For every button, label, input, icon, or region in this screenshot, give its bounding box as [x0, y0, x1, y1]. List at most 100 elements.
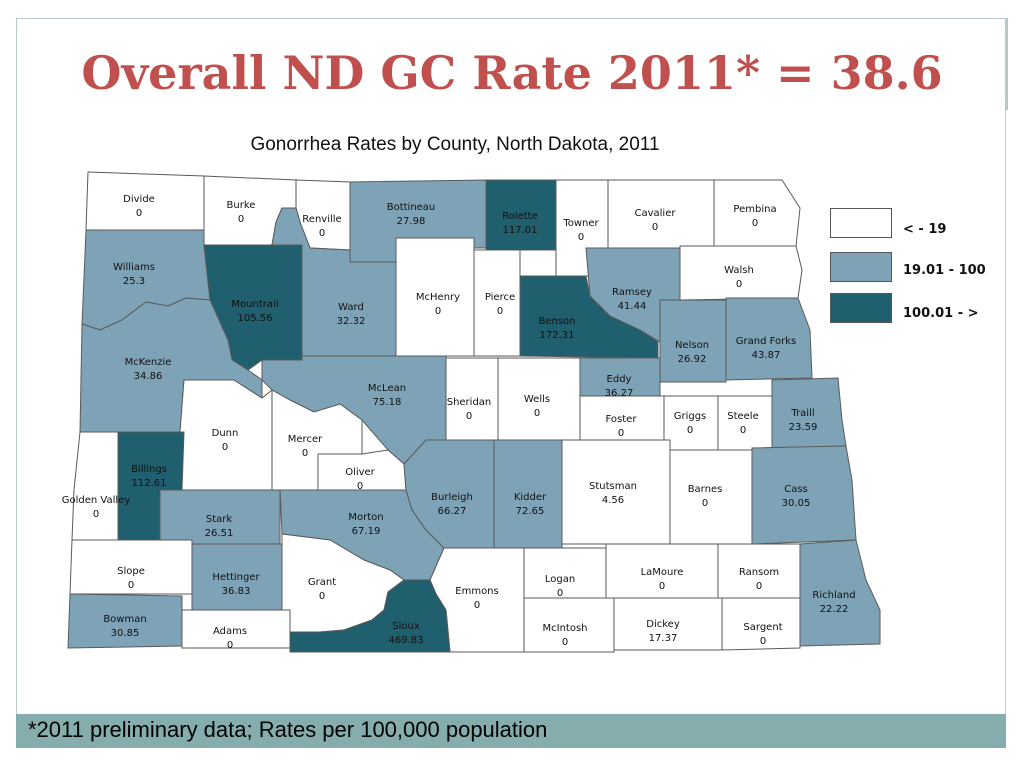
county-rate-label: 0 — [534, 408, 540, 419]
county-name-label: Pembina — [733, 204, 776, 215]
county-name-label: Eddy — [607, 374, 632, 385]
county-name-label: Pierce — [485, 292, 515, 303]
county-rate-label: 0 — [319, 228, 325, 239]
county-name-label: Wells — [524, 394, 550, 405]
county-rate-label: 17.37 — [649, 633, 678, 644]
county-name-label: Walsh — [724, 265, 754, 276]
county-name-label: Traill — [790, 408, 814, 419]
county-name-label: Stutsman — [589, 481, 637, 492]
county-rate-label: 30.85 — [111, 628, 140, 639]
county-name-label: Richland — [812, 590, 855, 601]
county-name-label: LaMoure — [641, 567, 684, 578]
map-title: Gonorrhea Rates by County, North Dakota,… — [250, 134, 660, 155]
county-rate-label: 0 — [222, 442, 228, 453]
county-rate-label: 26.51 — [205, 528, 234, 539]
county-name-label: Stark — [206, 514, 233, 525]
county-cass — [751, 445, 857, 545]
county-rate-label: 4.56 — [602, 495, 624, 506]
county-rate-label: 0 — [652, 222, 658, 233]
county-name-label: Steele — [727, 411, 759, 422]
county-name-label: Cass — [784, 484, 808, 495]
county-name-label: Cavalier — [635, 208, 677, 219]
county-name-label: Sioux — [392, 621, 420, 632]
county-rate-label: 172.31 — [540, 330, 575, 341]
county-rate-label: 30.05 — [782, 498, 811, 509]
county-rate-label: 0 — [557, 588, 563, 599]
county-rate-label: 25.3 — [123, 276, 145, 287]
county-rate-label: 23.59 — [789, 422, 818, 433]
county-rate-label: 0 — [752, 218, 758, 229]
county-name-label: Emmons — [455, 586, 498, 597]
county-rate-label: 0 — [136, 208, 142, 219]
county-name-label: Golden Valley — [62, 495, 131, 506]
county-rate-label: 0 — [578, 232, 584, 243]
county-rate-label: 0 — [474, 600, 480, 611]
county-name-label: Slope — [117, 566, 145, 577]
county-rate-label: 0 — [466, 411, 472, 422]
county-rate-label: 66.27 — [438, 506, 467, 517]
county-name-label: Billings — [131, 464, 167, 475]
county-rate-label: 0 — [93, 509, 99, 520]
county-name-label: Burke — [227, 200, 256, 211]
county-rate-label: 43.87 — [752, 350, 781, 361]
county-name-label: Bottineau — [387, 202, 436, 213]
county-rate-label: 75.18 — [373, 397, 402, 408]
county-name-label: Barnes — [688, 484, 723, 495]
county-sioux — [289, 579, 451, 653]
county-name-label: Rolette — [502, 211, 538, 222]
county-name-label: Renville — [302, 214, 341, 225]
county-name-label: McIntosh — [543, 623, 588, 634]
legend-swatch-high — [830, 293, 892, 323]
county-name-label: Ransom — [739, 567, 779, 578]
county-rate-label: 36.83 — [222, 586, 251, 597]
county-rate-label: 34.86 — [134, 371, 163, 382]
county-rate-label: 469.83 — [389, 635, 424, 646]
county-name-label: Dickey — [646, 619, 680, 630]
county-rate-label: 0 — [702, 498, 708, 509]
county-rate-label: 117.01 — [503, 225, 538, 236]
county-rate-label: 0 — [435, 306, 441, 317]
county-traill — [771, 377, 847, 449]
county-stutsman — [561, 439, 671, 545]
county-name-label: Burleigh — [431, 492, 473, 503]
county-name-label: Benson — [538, 316, 575, 327]
county-rate-label: 0 — [562, 637, 568, 648]
county-name-label: Mercer — [288, 434, 323, 445]
county-rate-label: 72.65 — [516, 506, 545, 517]
county-rate-label: 105.56 — [238, 313, 273, 324]
county-name-label: Mountrail — [231, 299, 278, 310]
legend-swatch-mid — [830, 252, 892, 282]
county-pembina — [713, 179, 801, 249]
county-name-label: Sargent — [743, 622, 782, 633]
county-name-label: Nelson — [675, 340, 709, 351]
county-name-label: Oliver — [345, 467, 375, 478]
county-name-label: Grand Forks — [736, 336, 796, 347]
county-name-label: Ramsey — [612, 287, 652, 298]
legend-label-high: 100.01 - > — [903, 306, 979, 321]
county-walsh — [679, 245, 803, 301]
county-name-label: Divide — [123, 194, 155, 205]
county-name-label: Hettinger — [212, 572, 260, 583]
county-rate-label: 0 — [687, 425, 693, 436]
county-rate-label: 0 — [357, 481, 363, 492]
county-rate-label: 0 — [319, 591, 325, 602]
county-nelson — [659, 299, 727, 383]
county-rate-label: 26.92 — [678, 354, 707, 365]
legend-swatch-low — [830, 208, 892, 238]
county-rate-label: 0 — [659, 581, 665, 592]
county-steele — [717, 395, 773, 451]
county-name-label: Morton — [348, 512, 383, 523]
county-name-label: McHenry — [416, 292, 460, 303]
county-mcintosh — [523, 597, 615, 653]
county-rate-label: 36.27 — [605, 388, 634, 399]
county-pierce — [473, 249, 521, 357]
county-rate-label: 32.32 — [337, 316, 366, 327]
county-sargent — [721, 597, 801, 651]
county-name-label: Williams — [113, 262, 155, 273]
county-name-label: Dunn — [212, 428, 239, 439]
county-barnes — [669, 449, 753, 545]
county-name-label: Sheridan — [447, 397, 492, 408]
county-rate-label: 0 — [497, 306, 503, 317]
county-rate-label: 27.98 — [397, 216, 426, 227]
